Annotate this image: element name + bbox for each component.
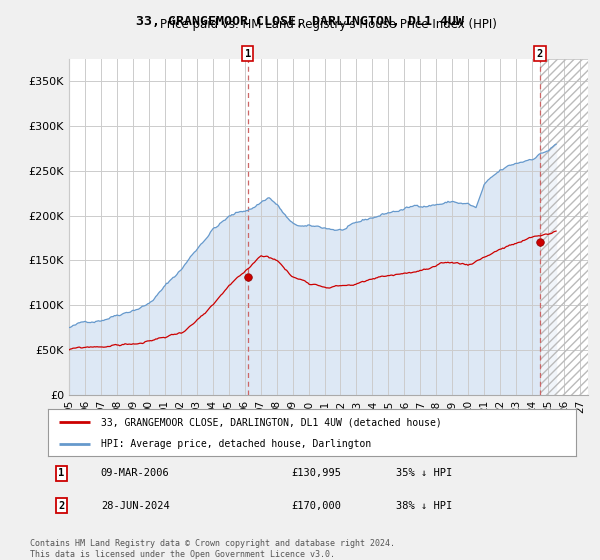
- Point: [535, 238, 545, 247]
- Text: £130,995: £130,995: [291, 468, 341, 478]
- Text: 09-MAR-2006: 09-MAR-2006: [101, 468, 170, 478]
- Text: 33, GRANGEMOOR CLOSE, DARLINGTON, DL1 4UW: 33, GRANGEMOOR CLOSE, DARLINGTON, DL1 4U…: [136, 15, 464, 28]
- Polygon shape: [540, 59, 588, 395]
- Text: HPI: Average price, detached house, Darlington: HPI: Average price, detached house, Darl…: [101, 439, 371, 449]
- Text: 1: 1: [58, 468, 64, 478]
- Text: 38% ↓ HPI: 38% ↓ HPI: [397, 501, 453, 511]
- Text: 33, GRANGEMOOR CLOSE, DARLINGTON, DL1 4UW (detached house): 33, GRANGEMOOR CLOSE, DARLINGTON, DL1 4U…: [101, 417, 442, 427]
- Text: 1: 1: [245, 49, 251, 59]
- Point: [243, 273, 253, 282]
- Text: 28-JUN-2024: 28-JUN-2024: [101, 501, 170, 511]
- Text: 2: 2: [537, 49, 543, 59]
- Title: Price paid vs. HM Land Registry's House Price Index (HPI): Price paid vs. HM Land Registry's House …: [160, 18, 497, 31]
- Text: Contains HM Land Registry data © Crown copyright and database right 2024.
This d: Contains HM Land Registry data © Crown c…: [30, 539, 395, 559]
- Text: 35% ↓ HPI: 35% ↓ HPI: [397, 468, 453, 478]
- Bar: [540, 59, 588, 395]
- Text: £170,000: £170,000: [291, 501, 341, 511]
- Text: 2: 2: [58, 501, 64, 511]
